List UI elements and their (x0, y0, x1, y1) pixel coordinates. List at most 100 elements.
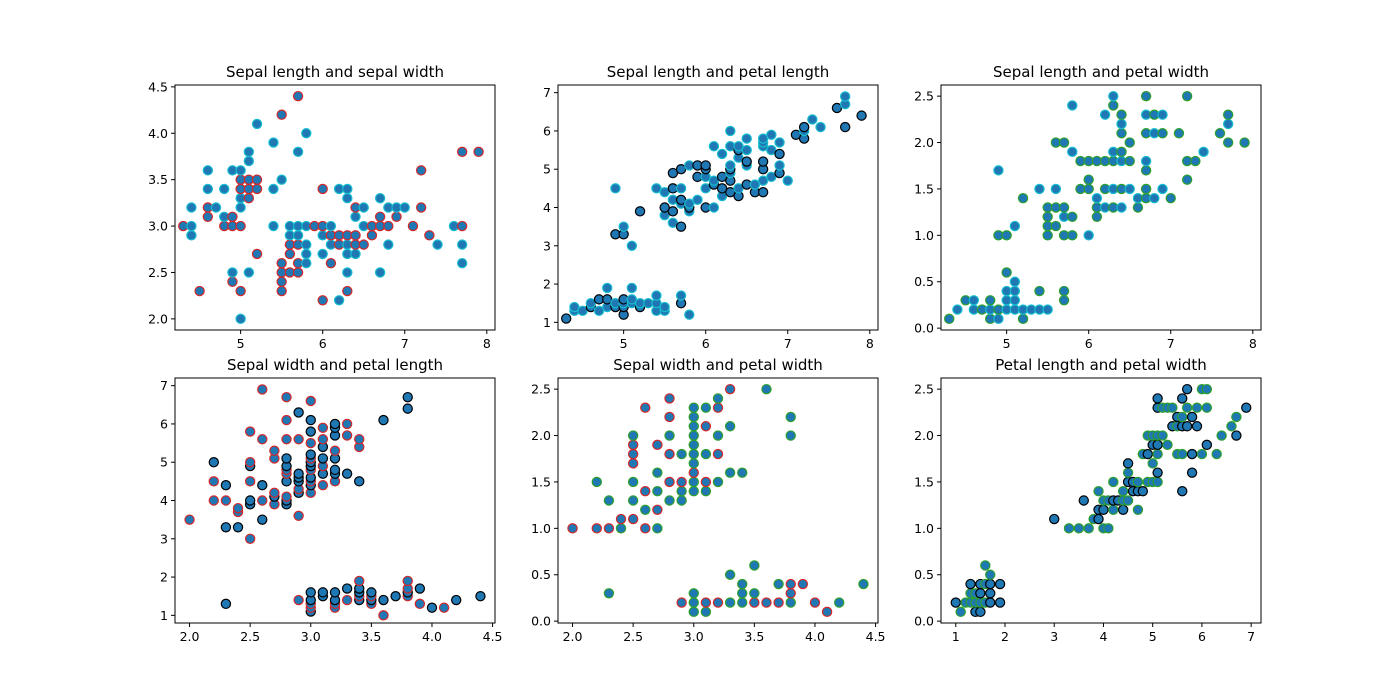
scatter-point (985, 588, 996, 599)
scatter-point (329, 587, 341, 598)
scatter-point (414, 598, 426, 610)
scatter-point (712, 597, 724, 608)
scatter-point (350, 248, 361, 260)
scatter-point (301, 248, 312, 260)
scatter-point (985, 597, 996, 608)
scatter-point (243, 193, 255, 204)
scatter-point (268, 137, 279, 148)
x-tick-label: 7 (1247, 629, 1255, 644)
scatter-point (785, 430, 796, 441)
scatter-point (1157, 183, 1168, 195)
y-tick-label: 4 (160, 493, 168, 508)
scatter-point (994, 578, 1006, 590)
scatter-point (281, 391, 292, 403)
scatter-point (257, 514, 268, 525)
subplot-6: Petal length and petal width 1 2 3 4 5 6 7 0.0 0.… (914, 356, 1262, 644)
scatter-point (358, 239, 369, 250)
scatter-point (627, 513, 639, 525)
scatter-point (317, 587, 329, 598)
scatter-point (1140, 183, 1152, 195)
scatter-point (1063, 523, 1075, 534)
scatter-point (305, 426, 316, 437)
scatter-point (293, 594, 304, 606)
scatter-point (640, 402, 651, 413)
scatter-point (456, 239, 468, 250)
x-tick-label: 3 (1050, 629, 1058, 644)
scatter-point (652, 504, 663, 515)
scatter-point (561, 313, 572, 324)
scatter-point (305, 414, 316, 426)
scatter-point (1132, 504, 1144, 515)
subplot-1: Sepal length and sepal width 5 6 7 8 2.0 2.5 3.… (148, 63, 496, 351)
subplot-title: Sepal length and petal width (993, 63, 1209, 81)
scatter-point (1177, 448, 1188, 460)
scatter-point (220, 522, 232, 533)
y-tick-label: 4.5 (148, 79, 168, 94)
scatter-point (1152, 467, 1163, 478)
scatter-point (1201, 439, 1213, 451)
x-tick-label: 4.0 (422, 629, 442, 644)
scatter-point (664, 411, 675, 423)
scatter-point (1132, 476, 1144, 488)
scatter-point (281, 453, 292, 464)
scatter-point (243, 267, 255, 278)
scatter-point (1191, 421, 1203, 432)
scatter-point (1067, 100, 1078, 111)
scatter-point (626, 282, 638, 294)
scatter-point (451, 594, 462, 606)
x-tick-label: 4.5 (483, 629, 503, 644)
scatter-point (1083, 183, 1094, 195)
scatter-point (1034, 183, 1045, 195)
scatter-point (591, 476, 602, 488)
scatter-point (952, 304, 963, 315)
scatter-point (700, 160, 711, 171)
scatter-point (725, 160, 736, 171)
scatter-point (268, 183, 279, 195)
scatter-point (708, 141, 720, 152)
scatter-point (1186, 467, 1198, 478)
scatter-point (1067, 211, 1078, 222)
scatter-point (675, 290, 687, 301)
scatter-point (684, 309, 695, 320)
y-tick-label: 3 (543, 238, 551, 253)
subplot-title: Petal length and petal width (995, 356, 1206, 374)
scatter-point (659, 186, 670, 198)
scatter-point (975, 606, 986, 618)
scatter-points (561, 91, 867, 324)
y-tick-label: 0.5 (914, 567, 934, 582)
scatter-point (688, 421, 699, 432)
y-tick-label: 1.5 (914, 474, 934, 489)
scatter-point (1009, 295, 1021, 306)
scatter-point (342, 193, 353, 204)
y-tick-label: 1.0 (914, 521, 934, 536)
scatter-point (749, 560, 760, 571)
scatter-point (269, 445, 280, 456)
scatter-point (1186, 411, 1198, 423)
scatter-point (1173, 128, 1185, 139)
y-tick-label: 4.0 (148, 126, 168, 141)
x-tick-label: 3.0 (301, 629, 321, 644)
scatter-point (724, 597, 736, 608)
x-tick-label: 6 (319, 336, 327, 351)
scatter-point (773, 597, 784, 608)
scatter-point (383, 239, 394, 250)
scatter-point (785, 597, 796, 608)
scatter-point (284, 248, 296, 260)
scatter-point (1073, 523, 1085, 534)
scatter-point (341, 594, 353, 606)
y-tick-label: 0.0 (531, 614, 551, 629)
y-tick-label: 2.5 (148, 265, 168, 280)
scatter-point (659, 301, 670, 313)
scatter-point (1214, 128, 1226, 139)
scatter-point (651, 290, 662, 301)
scatter-point (1116, 109, 1127, 120)
scatter-point (993, 165, 1004, 176)
scatter-point (1078, 495, 1089, 506)
axes-frame (940, 84, 1262, 331)
scatter-point (839, 121, 851, 133)
scatter-point (366, 587, 377, 598)
scatter-point (220, 598, 232, 610)
scatter-point (773, 578, 784, 590)
scatter-point (1142, 448, 1153, 460)
